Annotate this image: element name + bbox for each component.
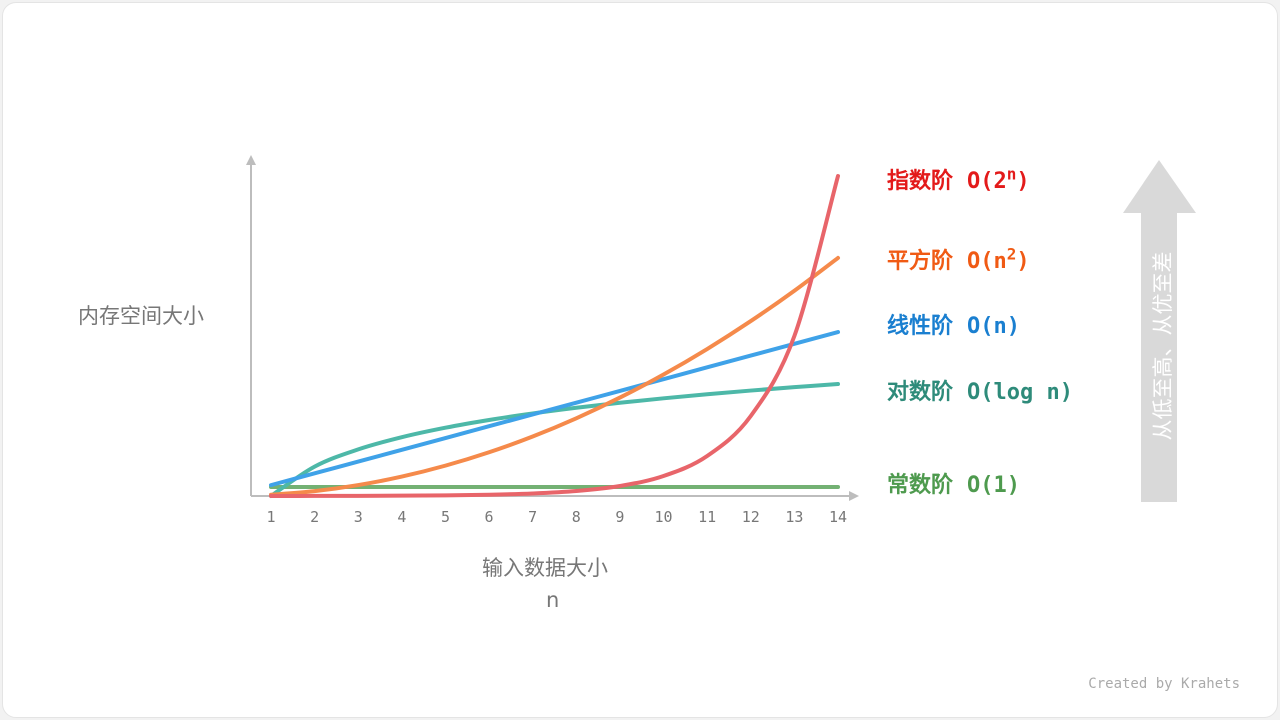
x-tick-label: 11	[698, 508, 716, 526]
series-line-1	[269, 255, 840, 497]
x-tick-label: 10	[655, 508, 673, 526]
x-tick-label: 14	[829, 508, 847, 526]
series-line-3	[269, 382, 840, 498]
legend-item: 线性阶 O(n)	[887, 308, 1020, 340]
legend-item: 常数阶 O(1)	[887, 467, 1020, 499]
y-axis-label: 内存空间大小	[78, 304, 204, 328]
legend-name: 对数阶	[887, 380, 954, 405]
x-axis-sublabel: n	[546, 588, 560, 612]
legend-notation: O(n2)	[967, 245, 1030, 274]
notation-close: )	[1016, 169, 1030, 194]
notation-close: )	[1016, 249, 1030, 274]
legend-name: 常数阶	[887, 473, 954, 498]
x-axis-label: 输入数据大小	[482, 556, 608, 580]
x-tick-label: 5	[441, 508, 450, 526]
x-tick-label: 9	[615, 508, 624, 526]
y-axis-arrowhead	[246, 155, 256, 165]
x-tick-label: 12	[742, 508, 760, 526]
legend-notation: O(1)	[967, 473, 1020, 498]
notation-text: O(log n)	[967, 380, 1073, 405]
legend-name: 线性阶	[887, 314, 954, 339]
legend-item: 指数阶 O(2n)	[887, 163, 1030, 195]
notation-superscript: 2	[1006, 244, 1017, 264]
legend-notation: O(2n)	[967, 165, 1030, 194]
legend-name: 指数阶	[887, 169, 954, 194]
x-tick-label: 3	[354, 508, 363, 526]
legend-name: 平方阶	[887, 249, 954, 274]
legend-item: 对数阶 O(log n)	[887, 374, 1073, 406]
notation-text: O(2	[967, 169, 1007, 194]
credit-text: Created by Krahets	[1088, 676, 1240, 692]
legend-notation: O(n)	[967, 314, 1020, 339]
x-axis-arrowhead	[849, 491, 859, 501]
x-tick-label: 13	[785, 508, 803, 526]
x-tick-label: 1	[266, 508, 275, 526]
side-arrow	[1123, 160, 1196, 502]
series-line-2	[269, 330, 840, 488]
notation-text: O(n)	[967, 314, 1020, 339]
x-tick-label: 2	[310, 508, 319, 526]
notation-superscript: n	[1006, 164, 1017, 184]
x-tick-label: 6	[485, 508, 494, 526]
side-arrow-label: 从低至高、从优至差	[1151, 251, 1175, 441]
x-tick-label: 7	[528, 508, 537, 526]
legend-item: 平方阶 O(n2)	[887, 243, 1030, 275]
notation-text: O(1)	[967, 473, 1020, 498]
x-tick-label: 8	[572, 508, 581, 526]
legend-notation: O(log n)	[967, 380, 1073, 405]
series-line-0	[269, 174, 840, 498]
x-tick-label: 4	[397, 508, 406, 526]
notation-text: O(n	[967, 249, 1007, 274]
